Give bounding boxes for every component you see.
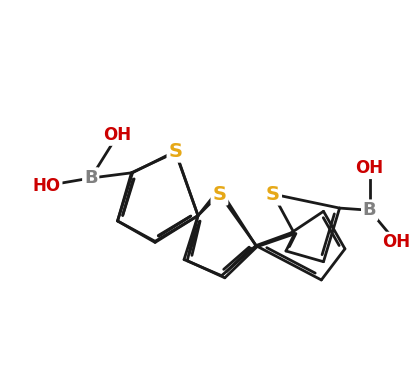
Text: S: S <box>168 142 182 161</box>
Text: OH: OH <box>382 233 410 252</box>
Text: OH: OH <box>103 126 131 144</box>
Text: B: B <box>84 169 97 187</box>
Text: S: S <box>212 185 226 204</box>
Text: HO: HO <box>33 177 61 195</box>
Text: B: B <box>362 201 375 219</box>
Text: OH: OH <box>355 159 383 177</box>
Text: S: S <box>266 185 280 204</box>
